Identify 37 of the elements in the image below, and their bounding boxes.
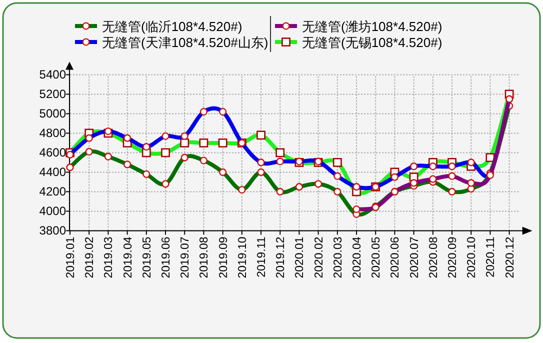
legend-label: 无缝管(天津108*4.520#山东) xyxy=(102,35,268,50)
y-tick-label: 4800 xyxy=(39,126,66,140)
y-tick-label: 5000 xyxy=(39,106,66,121)
legend-label: 无缝管(临沂108*4.520#) xyxy=(102,19,242,34)
x-tick-label: 2020.05 xyxy=(370,236,383,278)
y-tick-label: 4600 xyxy=(39,146,66,160)
x-tick-label: 2020.11 xyxy=(485,236,498,278)
y-tick-label: 4400 xyxy=(39,165,66,180)
legend-label: 无缝管(潍坊108*4.520#) xyxy=(302,19,442,34)
legend-label: 无缝管(无锡108*4.520#) xyxy=(302,35,442,50)
x-tick-label: 2020.02 xyxy=(313,236,326,278)
x-tick-label: 2019.02 xyxy=(84,236,96,278)
x-tick-label: 2019.06 xyxy=(160,236,172,278)
x-tick-label: 2019.10 xyxy=(236,236,249,278)
x-tick-label: 2020.12 xyxy=(504,236,516,278)
x-tick-label: 2019.08 xyxy=(198,236,211,278)
x-tick-label: 2020.08 xyxy=(428,236,440,278)
y-tick-label: 3800 xyxy=(39,224,66,238)
y-tick-label: 4000 xyxy=(39,204,66,218)
x-tick-label: 2019.12 xyxy=(275,236,288,278)
y-tick-label: 5400 xyxy=(39,68,66,82)
x-tick-label: 2019.07 xyxy=(180,236,192,278)
x-tick-label: 2020.06 xyxy=(390,236,402,278)
y-tick-label: 4200 xyxy=(39,184,66,199)
x-tick-label: 2020.03 xyxy=(332,236,344,278)
x-tick-label: 2020.01 xyxy=(294,236,306,278)
x-tick-label: 2020.04 xyxy=(352,236,364,278)
x-tick-label: 2020.10 xyxy=(466,236,478,278)
x-tick-label: 2019.01 xyxy=(65,236,77,278)
x-tick-label: 2019.03 xyxy=(103,236,116,278)
x-tick-label: 2019.11 xyxy=(256,236,268,278)
x-tick-label: 2019.09 xyxy=(218,236,230,278)
x-tick-label: 2020.07 xyxy=(408,236,421,278)
x-tick-label: 2020.09 xyxy=(447,236,459,278)
x-tick-label: 2019.04 xyxy=(122,236,134,278)
x-tick-label: 2019.05 xyxy=(141,236,154,278)
y-tick-label: 5200 xyxy=(39,87,66,102)
